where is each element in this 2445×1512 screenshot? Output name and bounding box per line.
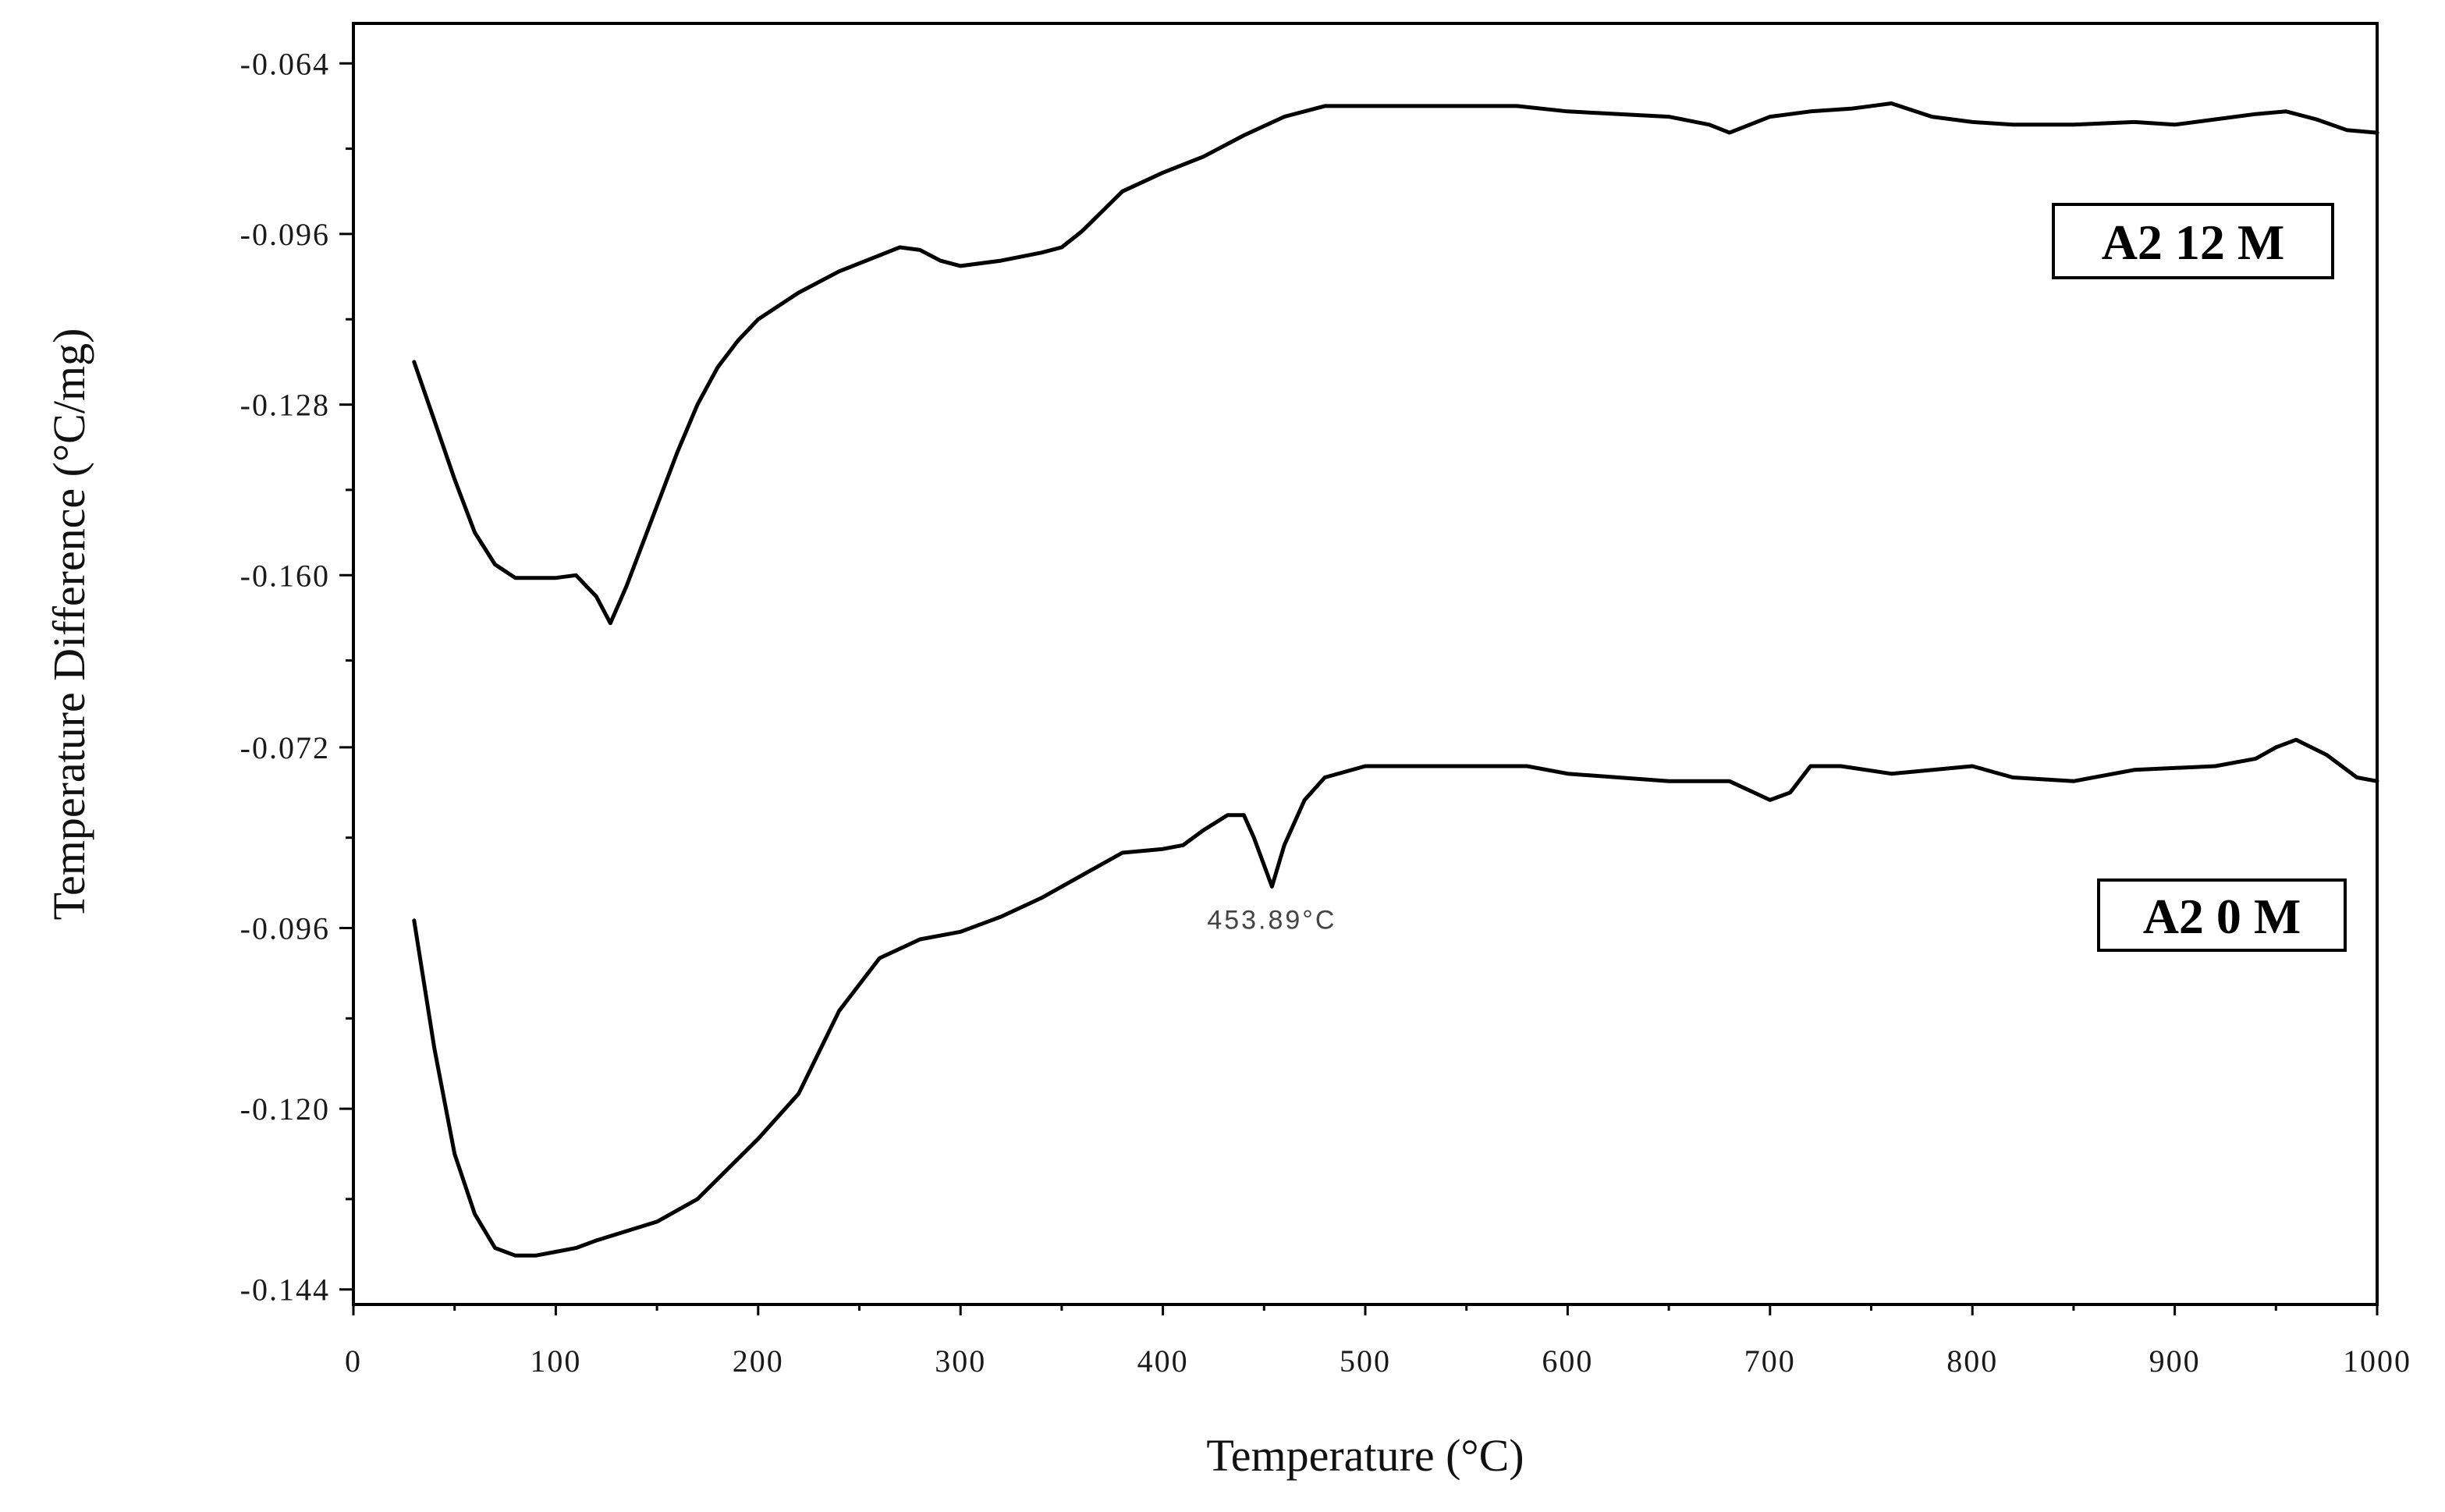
x-tick-label: 300 xyxy=(935,1343,986,1379)
x-axis: 0 100 200 300 400 500 600 700 800 900 1000 xyxy=(345,1304,2411,1379)
x-tick-label: 1000 xyxy=(2343,1343,2411,1379)
x-tick-label: 500 xyxy=(1340,1343,1391,1379)
x-tick-label: 200 xyxy=(733,1343,784,1379)
y-tick-label: -0.072 xyxy=(240,730,330,765)
peak-annotation: 453.89°C xyxy=(1207,905,1336,935)
y-tick-label: -0.128 xyxy=(240,388,330,423)
y-tick-label: -0.160 xyxy=(240,558,330,593)
legend-box-a2-12m: A2 12 M xyxy=(2052,203,2334,279)
x-tick-label: 600 xyxy=(1542,1343,1593,1379)
x-tick-label: 900 xyxy=(2149,1343,2201,1379)
x-tick-label: 100 xyxy=(530,1343,581,1379)
series-line-a2-0-m xyxy=(412,737,2379,1258)
y-tick-label: -0.096 xyxy=(240,217,330,252)
annotations: 453.89°C xyxy=(1207,905,1336,935)
x-tick-label: 700 xyxy=(1744,1343,1796,1379)
y-axis-title: Temperature Difference (°C/mg) xyxy=(44,328,94,921)
y-tick-label: -0.144 xyxy=(240,1272,330,1308)
x-axis-title: Temperature (°C) xyxy=(1206,1430,1524,1481)
y-tick-label: -0.096 xyxy=(240,911,330,946)
legend-box-a2-0m: A2 0 M xyxy=(2097,878,2347,952)
y-axis: -0.064 -0.096 -0.128 -0.160 -0.072 -0.096 -0.1… xyxy=(240,46,353,1308)
y-tick-label: -0.064 xyxy=(240,46,330,81)
legend-label-a2-0m: A2 0 M xyxy=(2143,889,2301,944)
x-tick-label: 400 xyxy=(1137,1343,1189,1379)
y-tick-label: -0.120 xyxy=(240,1091,330,1127)
series-lines xyxy=(412,101,2379,1258)
x-tick-label: 0 xyxy=(345,1343,362,1379)
x-tick-label: 800 xyxy=(1946,1343,1998,1379)
series-line-a2-12-m xyxy=(412,101,2379,626)
legend-label-a2-12m: A2 12 M xyxy=(2102,215,2285,270)
